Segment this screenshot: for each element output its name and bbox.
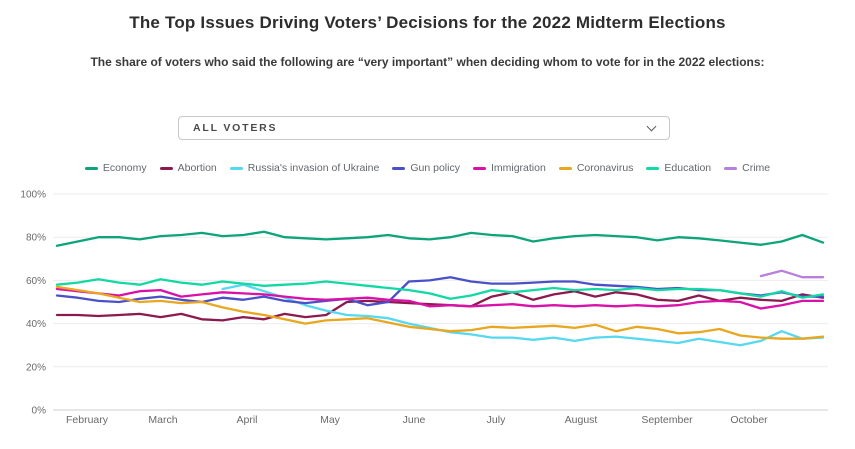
y-axis-tick-label: 60% bbox=[26, 276, 46, 287]
series-line-immigration bbox=[55, 287, 825, 310]
x-axis-label-april: April bbox=[236, 414, 257, 426]
chart-legend: Economy Abortion Russia's invasion of Ukra… bbox=[0, 162, 855, 174]
x-axis-label-february: February bbox=[66, 414, 109, 426]
legend-label-abortion: Abortion bbox=[177, 162, 217, 174]
legend-label-coronavirus: Coronavirus bbox=[576, 162, 634, 174]
y-axis-tick-label: 80% bbox=[26, 233, 46, 244]
legend-label-immigration: Immigration bbox=[490, 162, 546, 174]
page-title: The Top Issues Driving Voters’ Decisions… bbox=[129, 13, 726, 32]
legend-swatch-education bbox=[646, 166, 660, 170]
series-line-education bbox=[55, 278, 825, 300]
x-axis-label-march: March bbox=[148, 414, 177, 426]
legend-swatch-crime bbox=[724, 166, 738, 170]
series-line-economy bbox=[55, 230, 825, 247]
x-axis-label-september: September bbox=[641, 414, 693, 426]
y-axis-tick-label: 0% bbox=[32, 406, 47, 417]
legend-swatch-russia-s-invasion-of-ukraine bbox=[229, 166, 243, 170]
series-line-crime bbox=[759, 269, 825, 279]
legend-swatch-immigration bbox=[472, 166, 486, 170]
page-subtitle: The share of voters who said the followi… bbox=[90, 55, 765, 69]
legend-item-education[interactable]: Education bbox=[646, 162, 711, 174]
x-axis-label-october: October bbox=[730, 414, 768, 426]
y-axis-tick-label: 100% bbox=[20, 190, 46, 201]
legend-item-abortion[interactable]: Abortion bbox=[159, 162, 217, 174]
x-axis-label-july: July bbox=[487, 414, 506, 426]
legend-swatch-economy bbox=[84, 166, 98, 170]
voter-group-selected-value: ALL VOTERS bbox=[193, 122, 278, 134]
legend-label-education: Education bbox=[664, 162, 712, 174]
legend-item-immigration[interactable]: Immigration bbox=[472, 162, 546, 174]
voter-group-dropdown[interactable]: ALL VOTERS bbox=[178, 116, 670, 140]
legend-label-economy: Economy bbox=[102, 162, 147, 174]
y-axis-tick-label: 40% bbox=[26, 319, 46, 330]
legend-item-crime[interactable]: Crime bbox=[724, 162, 770, 174]
legend-swatch-coronavirus bbox=[558, 166, 572, 170]
series-line-russia-s-invasion-of-ukraine bbox=[221, 283, 825, 347]
legend-label-russia-s-invasion-of-ukraine: Russia's invasion of Ukraine bbox=[247, 162, 380, 174]
x-axis-label-august: August bbox=[565, 414, 598, 426]
series-line-coronavirus bbox=[55, 285, 825, 340]
legend-item-coronavirus[interactable]: Coronavirus bbox=[558, 162, 634, 174]
x-axis-label-june: June bbox=[403, 414, 426, 426]
legend-item-gun-policy[interactable]: Gun policy bbox=[392, 162, 460, 174]
legend-item-economy[interactable]: Economy bbox=[84, 162, 147, 174]
legend-label-gun-policy: Gun policy bbox=[410, 162, 460, 174]
legend-label-crime: Crime bbox=[742, 162, 771, 174]
y-axis-tick-label: 20% bbox=[26, 362, 46, 373]
x-axis-label-may: May bbox=[320, 414, 341, 426]
legend-swatch-abortion bbox=[159, 166, 173, 170]
legend-swatch-gun-policy bbox=[392, 166, 406, 170]
legend-item-russia-s-invasion-of-ukraine[interactable]: Russia's invasion of Ukraine bbox=[229, 162, 380, 174]
